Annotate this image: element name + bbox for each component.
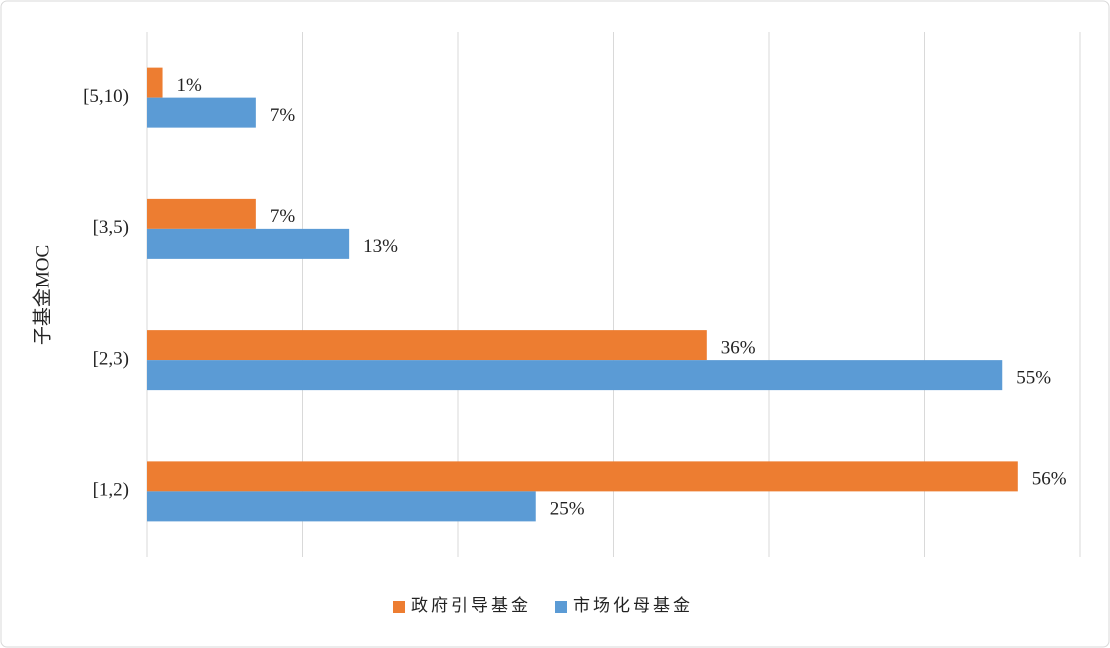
legend-swatch: [555, 601, 567, 613]
bar: [147, 228, 350, 259]
legend-label: 市场化母基金: [573, 596, 693, 615]
legend-swatch: [393, 601, 405, 613]
y-axis-title: 子基金MOC: [31, 245, 53, 345]
legend-label: 政府引导基金: [411, 596, 531, 615]
bar: [147, 491, 536, 522]
bar: [147, 461, 1018, 492]
data-label: 36%: [721, 337, 756, 358]
bar: [147, 330, 707, 361]
data-label: 56%: [1032, 469, 1067, 490]
data-label: 7%: [270, 206, 296, 227]
bar: [147, 67, 163, 98]
data-label: 55%: [1016, 367, 1051, 388]
data-label: 7%: [270, 105, 296, 126]
data-label: 1%: [177, 75, 203, 96]
bar: [147, 198, 256, 229]
bar: [147, 360, 1003, 391]
y-tick-label: [5,10): [83, 86, 129, 107]
y-tick-label: [1,2): [93, 480, 129, 501]
y-tick-label: [2,3): [93, 348, 129, 369]
data-label: 25%: [550, 499, 585, 520]
data-label: 13%: [363, 236, 398, 257]
y-tick-label: [3,5): [93, 217, 129, 238]
bar: [147, 97, 256, 128]
